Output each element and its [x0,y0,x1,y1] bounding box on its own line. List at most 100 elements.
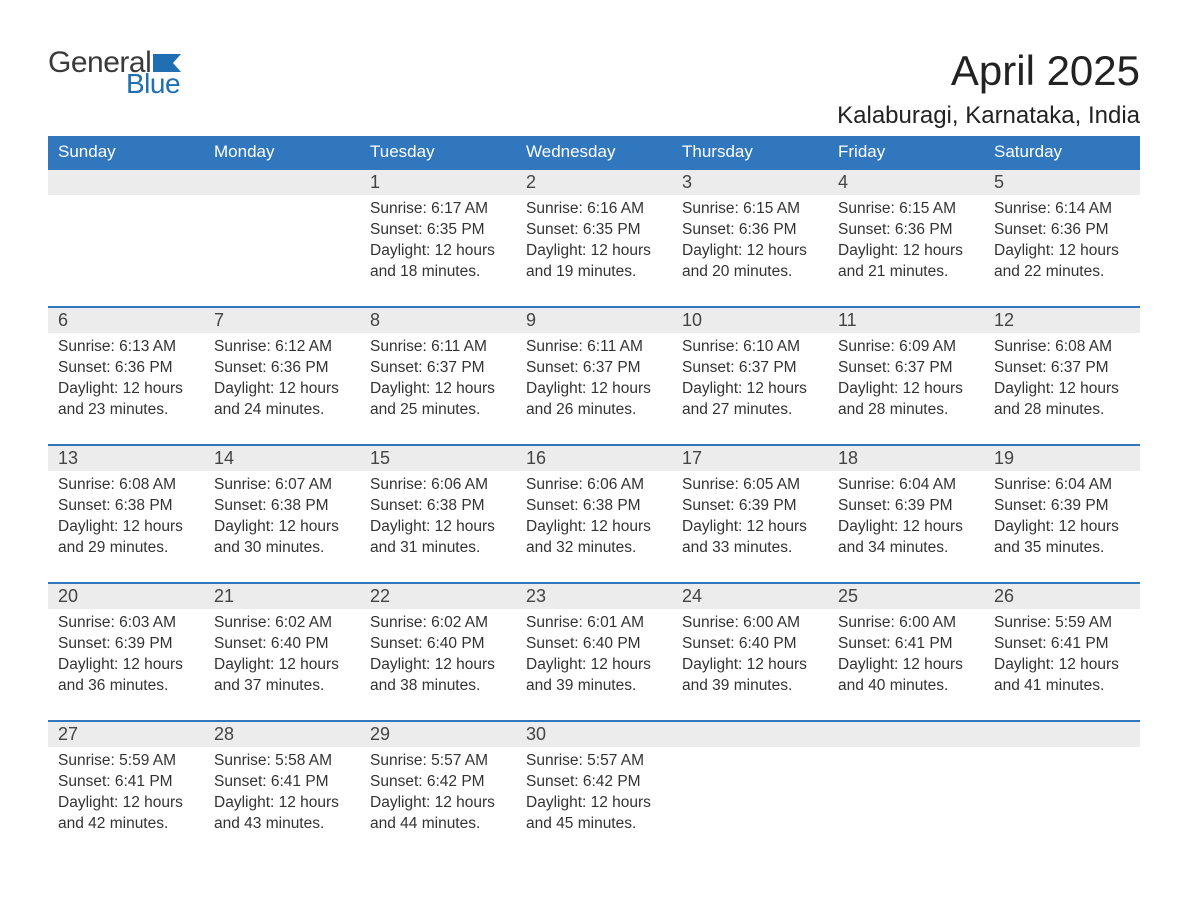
brand-logo: General Blue [48,48,181,98]
day-number: 26 [984,582,1140,609]
sunrise-line: Sunrise: 6:06 AM [370,475,506,496]
day-details: Sunrise: 6:08 AMSunset: 6:38 PMDaylight:… [48,471,204,567]
day-number: 1 [360,168,516,195]
daylight-line: Daylight: 12 hours and 26 minutes. [526,379,662,421]
day-number: 4 [828,168,984,195]
day-details: Sunrise: 6:11 AMSunset: 6:37 PMDaylight:… [360,333,516,429]
day-number: 12 [984,306,1140,333]
day-details: Sunrise: 5:59 AMSunset: 6:41 PMDaylight:… [48,747,204,843]
calendar-day-cell: 5Sunrise: 6:14 AMSunset: 6:36 PMDaylight… [984,168,1140,306]
month-title: April 2025 [837,48,1140,94]
sunrise-line: Sunrise: 6:06 AM [526,475,662,496]
sunrise-line: Sunrise: 6:00 AM [682,613,818,634]
calendar-day-cell: 7Sunrise: 6:12 AMSunset: 6:36 PMDaylight… [204,306,360,444]
day-details: Sunrise: 6:06 AMSunset: 6:38 PMDaylight:… [360,471,516,567]
calendar-day-cell: 28Sunrise: 5:58 AMSunset: 6:41 PMDayligh… [204,720,360,858]
day-number: 21 [204,582,360,609]
daylight-line: Daylight: 12 hours and 28 minutes. [994,379,1130,421]
sunset-line: Sunset: 6:39 PM [994,496,1130,517]
sunset-line: Sunset: 6:42 PM [370,772,506,793]
sunrise-line: Sunrise: 5:57 AM [370,751,506,772]
sunset-line: Sunset: 6:37 PM [838,358,974,379]
day-details: Sunrise: 6:15 AMSunset: 6:36 PMDaylight:… [672,195,828,291]
day-details: Sunrise: 6:14 AMSunset: 6:36 PMDaylight:… [984,195,1140,291]
day-details: Sunrise: 6:08 AMSunset: 6:37 PMDaylight:… [984,333,1140,429]
daylight-line: Daylight: 12 hours and 40 minutes. [838,655,974,697]
day-details: Sunrise: 6:04 AMSunset: 6:39 PMDaylight:… [828,471,984,567]
sunrise-line: Sunrise: 6:07 AM [214,475,350,496]
calendar-day-cell: 2Sunrise: 6:16 AMSunset: 6:35 PMDaylight… [516,168,672,306]
sunset-line: Sunset: 6:36 PM [214,358,350,379]
daylight-line: Daylight: 12 hours and 34 minutes. [838,517,974,559]
calendar-day-cell: 20Sunrise: 6:03 AMSunset: 6:39 PMDayligh… [48,582,204,720]
sunrise-line: Sunrise: 6:04 AM [994,475,1130,496]
sunrise-line: Sunrise: 6:13 AM [58,337,194,358]
day-number: 20 [48,582,204,609]
daylight-line: Daylight: 12 hours and 39 minutes. [682,655,818,697]
calendar-day-cell: 13Sunrise: 6:08 AMSunset: 6:38 PMDayligh… [48,444,204,582]
daylight-line: Daylight: 12 hours and 27 minutes. [682,379,818,421]
day-details: Sunrise: 6:04 AMSunset: 6:39 PMDaylight:… [984,471,1140,567]
day-number: 28 [204,720,360,747]
day-details: Sunrise: 6:10 AMSunset: 6:37 PMDaylight:… [672,333,828,429]
sunset-line: Sunset: 6:37 PM [994,358,1130,379]
daylight-line: Daylight: 12 hours and 25 minutes. [370,379,506,421]
day-number-bar-empty [48,168,204,195]
logo-text-blue: Blue [126,70,180,98]
day-number: 7 [204,306,360,333]
sunrise-line: Sunrise: 6:14 AM [994,199,1130,220]
sunset-line: Sunset: 6:42 PM [526,772,662,793]
sunrise-line: Sunrise: 5:59 AM [994,613,1130,634]
sunset-line: Sunset: 6:41 PM [838,634,974,655]
sunrise-line: Sunrise: 6:11 AM [370,337,506,358]
daylight-line: Daylight: 12 hours and 22 minutes. [994,241,1130,283]
day-number: 24 [672,582,828,609]
sunset-line: Sunset: 6:38 PM [526,496,662,517]
day-details: Sunrise: 5:58 AMSunset: 6:41 PMDaylight:… [204,747,360,843]
daylight-line: Daylight: 12 hours and 18 minutes. [370,241,506,283]
day-details: Sunrise: 6:13 AMSunset: 6:36 PMDaylight:… [48,333,204,429]
day-number: 10 [672,306,828,333]
daylight-line: Daylight: 12 hours and 23 minutes. [58,379,194,421]
weekday-header: Sunday [48,136,204,168]
day-details: Sunrise: 6:00 AMSunset: 6:41 PMDaylight:… [828,609,984,705]
calendar-day-cell: 4Sunrise: 6:15 AMSunset: 6:36 PMDaylight… [828,168,984,306]
day-number-bar-empty [672,720,828,747]
day-details: Sunrise: 6:06 AMSunset: 6:38 PMDaylight:… [516,471,672,567]
calendar-day-cell: 27Sunrise: 5:59 AMSunset: 6:41 PMDayligh… [48,720,204,858]
weekday-header: Wednesday [516,136,672,168]
day-number-bar-empty [984,720,1140,747]
sunrise-line: Sunrise: 6:10 AM [682,337,818,358]
calendar-day-cell: 16Sunrise: 6:06 AMSunset: 6:38 PMDayligh… [516,444,672,582]
daylight-line: Daylight: 12 hours and 21 minutes. [838,241,974,283]
sunset-line: Sunset: 6:37 PM [370,358,506,379]
calendar-week-row: 20Sunrise: 6:03 AMSunset: 6:39 PMDayligh… [48,582,1140,720]
day-number: 6 [48,306,204,333]
sunset-line: Sunset: 6:40 PM [526,634,662,655]
day-number: 13 [48,444,204,471]
day-details: Sunrise: 6:00 AMSunset: 6:40 PMDaylight:… [672,609,828,705]
sunset-line: Sunset: 6:38 PM [58,496,194,517]
sunset-line: Sunset: 6:35 PM [370,220,506,241]
daylight-line: Daylight: 12 hours and 31 minutes. [370,517,506,559]
daylight-line: Daylight: 12 hours and 35 minutes. [994,517,1130,559]
calendar-day-cell: 9Sunrise: 6:11 AMSunset: 6:37 PMDaylight… [516,306,672,444]
calendar-day-cell: 11Sunrise: 6:09 AMSunset: 6:37 PMDayligh… [828,306,984,444]
calendar-day-cell [48,168,204,306]
sunset-line: Sunset: 6:35 PM [526,220,662,241]
day-number: 25 [828,582,984,609]
day-number: 29 [360,720,516,747]
calendar-day-cell: 10Sunrise: 6:10 AMSunset: 6:37 PMDayligh… [672,306,828,444]
sunrise-line: Sunrise: 6:11 AM [526,337,662,358]
header: General Blue April 2025 Kalaburagi, Karn… [48,48,1140,130]
day-details: Sunrise: 5:59 AMSunset: 6:41 PMDaylight:… [984,609,1140,705]
day-number: 22 [360,582,516,609]
day-number: 14 [204,444,360,471]
sunrise-line: Sunrise: 6:15 AM [682,199,818,220]
daylight-line: Daylight: 12 hours and 32 minutes. [526,517,662,559]
calendar-week-row: 6Sunrise: 6:13 AMSunset: 6:36 PMDaylight… [48,306,1140,444]
sunset-line: Sunset: 6:38 PM [370,496,506,517]
sunrise-line: Sunrise: 5:59 AM [58,751,194,772]
sunrise-line: Sunrise: 6:03 AM [58,613,194,634]
sunset-line: Sunset: 6:38 PM [214,496,350,517]
